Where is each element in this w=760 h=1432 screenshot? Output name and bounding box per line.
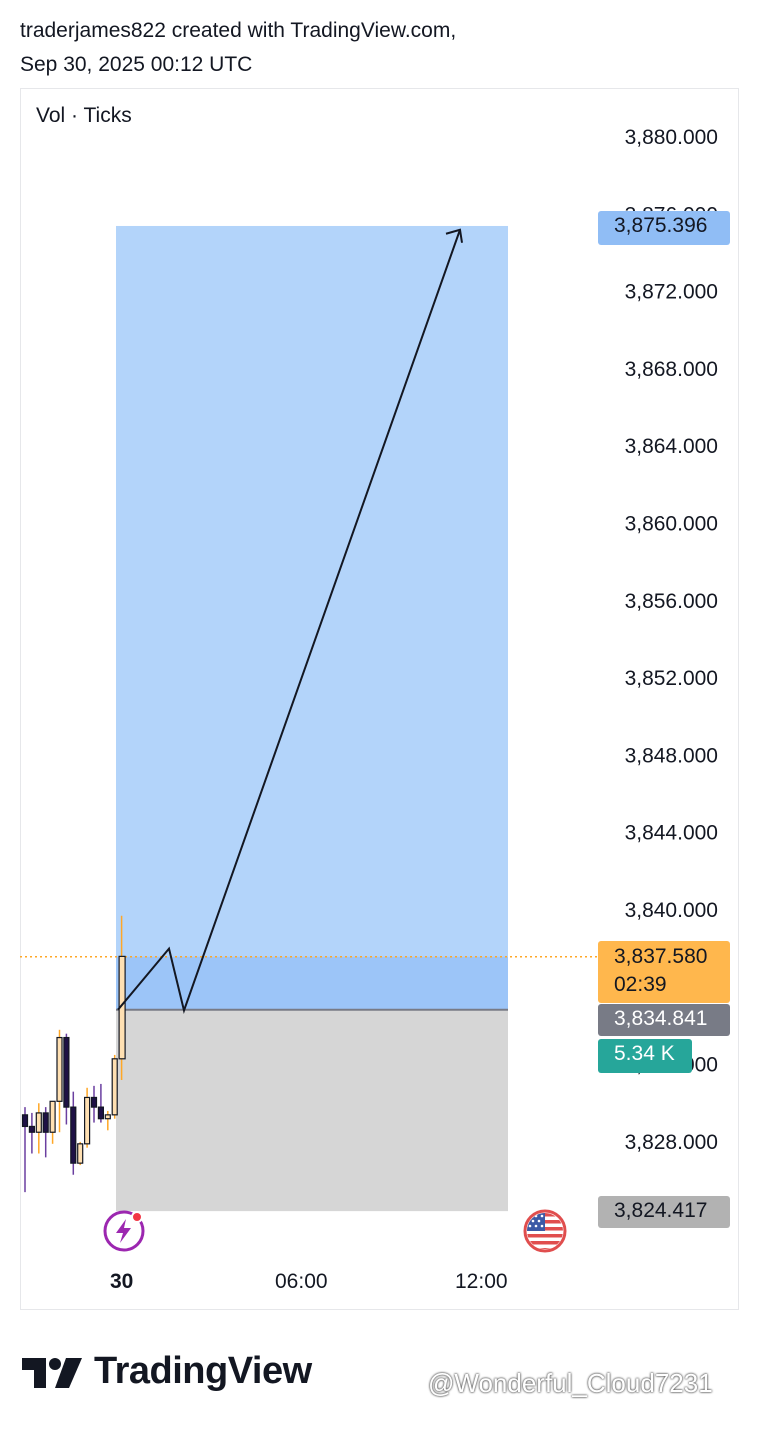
y-tick-label: 3,880.000: [625, 126, 718, 149]
y-tick-label: 3,864.000: [625, 435, 718, 458]
candle-body: [35, 1112, 42, 1133]
author-line: traderjames822 created with TradingView.…: [20, 19, 457, 42]
current-price-value: 3,837.580: [614, 945, 708, 968]
volume-indicator-label[interactable]: Vol · Ticks: [36, 104, 132, 127]
date-line: Sep 30, 2025 00:12 UTC: [20, 53, 253, 76]
tradingview-logo[interactable]: TradingView: [22, 1350, 312, 1393]
candle-body: [83, 1096, 91, 1145]
projection-arrowhead: [445, 228, 463, 243]
y-tick-label: 3,860.000: [625, 513, 718, 536]
candle-body: [28, 1125, 35, 1133]
tradingview-wordmark: TradingView: [94, 1350, 312, 1392]
y-tick-label: 3,828.000: [625, 1131, 718, 1154]
candle-body: [42, 1112, 49, 1133]
watermark-text: @Wonderful_Cloud7231: [428, 1368, 713, 1398]
entry-price-tag: 3,834.841: [598, 1004, 730, 1036]
y-tick-label: 3,868.000: [625, 358, 718, 381]
lightning-bolt-icon[interactable]: [102, 1209, 146, 1253]
candle-body: [21, 1114, 29, 1128]
time-tick-1200: 12:00: [455, 1270, 508, 1293]
candle-body: [56, 1036, 63, 1102]
current-price-tag: 3,837.580 02:39: [598, 941, 730, 1003]
loss-zone: [116, 1009, 508, 1212]
y-tick-label: 3,840.000: [625, 899, 718, 922]
candle-body: [77, 1143, 84, 1164]
target-price-tag: 3,875.396: [598, 211, 730, 245]
tradingview-mark-icon: [22, 1357, 82, 1388]
time-tick-30: 30: [110, 1270, 134, 1293]
us-flag-icon[interactable]: [523, 1209, 567, 1253]
candle-body: [90, 1096, 98, 1108]
candle-body: [63, 1036, 70, 1108]
candle-body: [49, 1100, 56, 1133]
y-tick-label: 3,852.000: [625, 667, 718, 690]
y-tick-label: 3,844.000: [625, 822, 718, 845]
time-tick-0600: 06:00: [275, 1270, 328, 1293]
y-tick-label: 3,872.000: [625, 281, 718, 304]
profit-zone-filled: [116, 956, 508, 1010]
chart-frame: [20, 88, 739, 1310]
bar-countdown: 02:39: [614, 973, 667, 996]
y-tick-label: 3,848.000: [625, 744, 718, 767]
candle-body: [111, 1058, 118, 1116]
candle-body: [104, 1114, 111, 1120]
candle-body: [97, 1106, 105, 1120]
projection-arrow: [117, 229, 461, 1014]
candle-body: [70, 1106, 77, 1164]
profit-zone: [116, 225, 508, 1010]
chart-header: traderjames822 created with TradingView.…: [20, 14, 456, 82]
y-tick-label: 3,856.000: [625, 590, 718, 613]
stop-price-tag: 3,824.417: [598, 1196, 730, 1228]
volume-tag: 5.34 K: [598, 1039, 692, 1073]
